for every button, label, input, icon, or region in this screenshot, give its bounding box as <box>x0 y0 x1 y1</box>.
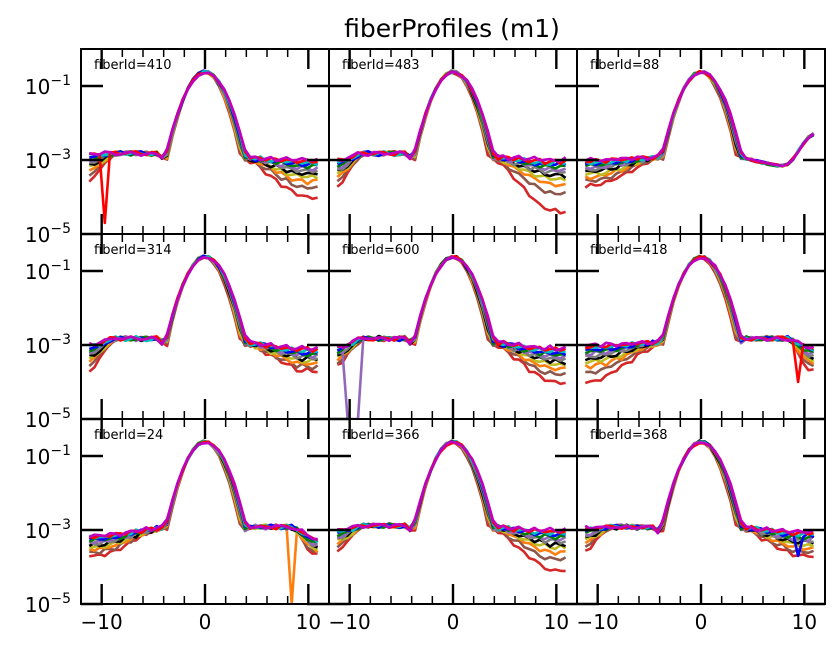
series-group <box>336 439 567 573</box>
series-line-s12 <box>88 255 319 351</box>
series-line-s9 <box>336 440 567 537</box>
y-tick-label: 10−5 <box>25 591 71 617</box>
series-line-s5 <box>585 71 815 174</box>
axes-frame <box>328 48 578 235</box>
x-tick-label: 10 <box>544 610 569 634</box>
series-line-s12 <box>89 71 319 163</box>
series-line-s12 <box>336 255 567 352</box>
series-line-s6 <box>584 70 815 172</box>
series-group <box>336 69 567 215</box>
series-line-s11 <box>337 440 566 535</box>
x-tick-label: 0 <box>447 610 460 634</box>
axes-frame <box>328 233 578 420</box>
series-group <box>584 69 815 189</box>
y-tick-label: 10−3 <box>25 517 71 543</box>
x-tick-label: 0 <box>695 610 708 634</box>
series-group <box>88 69 319 225</box>
series-line-s12 <box>337 440 567 533</box>
y-tick-label: 10−1 <box>25 258 71 284</box>
panel-grid: fiberId=410 fiberId=483 fiberId=88 fiberId=… <box>80 48 826 606</box>
series-line-s10 <box>584 440 814 538</box>
x-tick-label: −10 <box>329 610 371 634</box>
series-line-s12 <box>337 70 567 163</box>
series-line-s11 <box>585 70 815 168</box>
series-group <box>584 439 815 559</box>
chart-title: fiberProfiles (m1) <box>344 14 560 43</box>
series-line-s9 <box>336 70 567 167</box>
series-line-s1 <box>336 439 566 573</box>
series-line-s7 <box>88 255 319 359</box>
series-line-s11 <box>89 71 318 225</box>
series-line-s5 <box>88 441 319 549</box>
panel: fiberId=483 <box>328 48 578 236</box>
panel-label: fiberId=418 <box>590 243 668 258</box>
axis-tick-labels: 10−1 10−3 10−5 10−1 10−3 10−5 10−1 10−3 10−5 −10 0… <box>25 73 817 634</box>
series-line-s10 <box>337 440 566 537</box>
axes-frame <box>80 418 330 605</box>
axes-frame <box>576 418 826 605</box>
panel: fiberId=366 <box>328 418 578 606</box>
series-line-s6 <box>89 254 318 361</box>
x-tick-label: 10 <box>792 610 817 634</box>
series-line-s7 <box>89 69 319 172</box>
axes-frame <box>576 48 826 235</box>
axes-frame <box>80 48 330 235</box>
panel-label: fiberId=24 <box>94 428 163 443</box>
panel-label: fiberId=314 <box>94 243 172 258</box>
series-line-s6 <box>584 256 815 359</box>
panel-label: fiberId=366 <box>342 428 420 443</box>
panel-label: fiberId=368 <box>590 428 668 443</box>
series-line-s6 <box>88 439 319 548</box>
series-line-s11 <box>584 441 814 537</box>
panel-label: fiberId=88 <box>590 58 659 73</box>
x-tick-label: 10 <box>296 610 321 634</box>
series-line-s1 <box>584 255 814 385</box>
panel: fiberId=368 <box>576 418 826 606</box>
series-group <box>88 439 319 604</box>
series-line-s12 <box>88 441 318 541</box>
panel: fiberId=314 <box>80 233 330 421</box>
series-line-s8 <box>584 440 815 541</box>
series-line-s9 <box>89 69 319 168</box>
y-tick-label: 10−1 <box>25 73 71 99</box>
series-line-s10 <box>336 71 566 166</box>
axes-frame <box>576 233 826 420</box>
series-line-s12 <box>584 70 815 168</box>
series-line-s12 <box>584 441 815 535</box>
series-line-s8 <box>584 70 815 168</box>
x-tick-label: 0 <box>199 610 212 634</box>
axes-frame <box>328 418 578 605</box>
panel: fiberId=88 <box>576 48 826 236</box>
y-tick-label: 10−5 <box>25 221 71 247</box>
panel: fiberId=410 <box>80 48 330 236</box>
series-group <box>336 255 567 419</box>
y-tick-label: 10−3 <box>25 332 71 358</box>
series-line-s12 <box>585 257 815 350</box>
axes-frame <box>80 233 330 420</box>
y-tick-label: 10−1 <box>25 443 71 469</box>
series-line-s7 <box>584 70 815 171</box>
x-tick-label: −10 <box>81 610 123 634</box>
series-line-s9 <box>584 70 815 167</box>
panel-label: fiberId=600 <box>342 243 420 258</box>
series-line-s1 <box>336 71 566 215</box>
y-tick-label: 10−5 <box>25 406 71 432</box>
series-line-s11 <box>337 70 567 166</box>
x-tick-label: −10 <box>577 610 619 634</box>
panel: fiberId=24 <box>80 418 330 606</box>
series-line-s11 <box>585 255 814 384</box>
series-line-s3 <box>88 440 319 604</box>
series-line-s10 <box>584 70 815 168</box>
panel-label: fiberId=410 <box>94 58 172 73</box>
series-group <box>88 254 319 374</box>
series-group <box>584 254 815 385</box>
panel: fiberId=418 <box>576 233 826 421</box>
panel-label: fiberId=483 <box>342 58 420 73</box>
y-tick-label: 10−3 <box>25 147 71 173</box>
panel: fiberId=600 <box>328 233 578 421</box>
